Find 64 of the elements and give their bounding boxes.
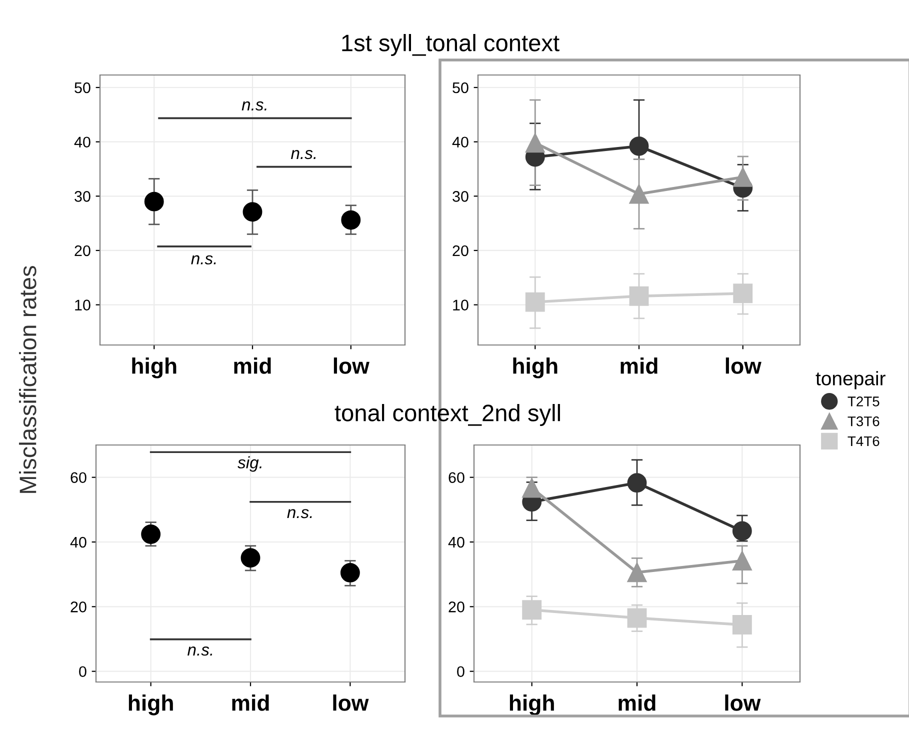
y-tick-label: 20 bbox=[452, 245, 468, 256]
annotation: n.s. bbox=[191, 255, 216, 264]
x-tick-label: low bbox=[725, 694, 761, 711]
y-tick-label: 50 bbox=[74, 82, 90, 94]
x-tick-label: high bbox=[510, 694, 554, 716]
point bbox=[732, 551, 752, 570]
point bbox=[629, 184, 649, 204]
x-tick-label: low bbox=[333, 694, 369, 711]
point bbox=[629, 286, 649, 306]
legend-label: T3T6 bbox=[848, 416, 880, 426]
x-tick-label: high bbox=[128, 694, 173, 716]
annotation: n.s. bbox=[291, 150, 316, 160]
chart-title: tonal context_2nd syll bbox=[334, 404, 560, 426]
annotation: n.s. bbox=[242, 101, 266, 111]
x-tick-label: mid bbox=[618, 694, 656, 711]
point bbox=[732, 521, 752, 541]
y-tick-label: 10 bbox=[453, 300, 468, 310]
x-tick-label: low bbox=[726, 358, 762, 374]
y-tick-label: 20 bbox=[70, 602, 86, 612]
y-tick-label: 30 bbox=[452, 191, 468, 202]
legend-label: T2T5 bbox=[848, 396, 880, 406]
annotation: n.s. bbox=[188, 646, 212, 656]
y-tick-label: 60 bbox=[70, 472, 86, 484]
y-tick-label: 30 bbox=[74, 191, 90, 202]
point bbox=[627, 608, 647, 628]
y-axis-title: Misclassification rates bbox=[18, 266, 36, 493]
point bbox=[144, 192, 164, 212]
point bbox=[732, 615, 752, 634]
x-tick-label: low bbox=[334, 358, 370, 374]
point bbox=[341, 210, 361, 230]
point bbox=[242, 202, 262, 222]
point bbox=[522, 600, 542, 620]
y-tick-label: 40 bbox=[70, 536, 86, 548]
y-tick-label: 40 bbox=[452, 136, 468, 148]
x-tick-label: mid bbox=[620, 358, 658, 374]
point bbox=[525, 133, 545, 153]
chart-title: 1st syll_tonal context bbox=[342, 34, 560, 56]
x-tick-label: high bbox=[513, 358, 558, 378]
y-tick-label: 50 bbox=[452, 82, 468, 94]
point bbox=[733, 284, 753, 304]
x-tick-label: high bbox=[132, 358, 176, 378]
point bbox=[627, 473, 647, 493]
point bbox=[629, 136, 649, 156]
point bbox=[522, 478, 542, 498]
y-tick-label: 40 bbox=[74, 136, 90, 148]
point bbox=[525, 292, 545, 312]
y-tick-label: 40 bbox=[448, 536, 464, 548]
y-tick-label: 0 bbox=[79, 666, 86, 678]
x-tick-label: mid bbox=[234, 358, 271, 374]
annotation: n.s. bbox=[287, 509, 312, 518]
y-tick-label: 20 bbox=[448, 602, 464, 612]
legend-title: tonepair bbox=[816, 371, 886, 390]
y-tick-label: 60 bbox=[448, 472, 464, 484]
x-tick-label: mid bbox=[232, 694, 269, 711]
point bbox=[141, 524, 161, 544]
y-tick-label: 20 bbox=[74, 245, 90, 256]
point bbox=[733, 167, 753, 187]
annotation: sig. bbox=[238, 456, 262, 472]
point bbox=[340, 562, 360, 582]
y-tick-label: 10 bbox=[75, 300, 90, 310]
point bbox=[627, 562, 647, 582]
point bbox=[240, 548, 260, 568]
legend-label: T4T6 bbox=[848, 436, 880, 446]
y-tick-label: 0 bbox=[457, 666, 464, 678]
